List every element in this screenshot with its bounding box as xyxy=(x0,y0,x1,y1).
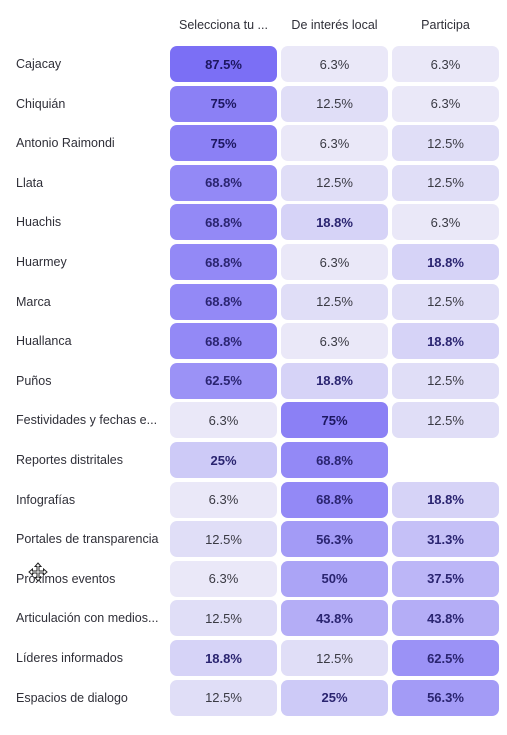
heatmap-cell: 18.8% xyxy=(281,362,388,399)
heatmap-cell: 68.8% xyxy=(170,244,277,280)
heatmap-cell: 68.8% xyxy=(281,442,388,478)
heatmap-cell: 50% xyxy=(281,560,388,597)
heatmap-cell: 6.3% xyxy=(170,560,277,597)
heatmap-cell: 12.5% xyxy=(392,362,499,399)
heatmap-cell: 18.8% xyxy=(170,640,277,676)
heatmap-cell: 6.3% xyxy=(281,323,388,360)
heatmap-cell: 12.5% xyxy=(281,164,388,201)
heatmap-cell: 68.8% xyxy=(170,204,277,241)
column-header: Selecciona tu ... xyxy=(179,18,268,32)
heatmap-cell: 12.5% xyxy=(392,402,499,439)
heatmap-cell: 62.5% xyxy=(170,362,277,399)
heatmap-cell: 6.3% xyxy=(281,125,388,162)
heatmap-cell: 12.5% xyxy=(170,600,277,637)
heatmap-cell: 68.8% xyxy=(170,164,277,201)
row-label: Líderes informados xyxy=(16,651,124,665)
heatmap-cell: 12.5% xyxy=(170,679,277,716)
heatmap-cell: 18.8% xyxy=(281,204,388,241)
heatmap-cell: 18.8% xyxy=(392,323,499,360)
row-label: Huachis xyxy=(16,215,62,230)
heatmap-cell: 56.3% xyxy=(281,521,388,558)
heatmap-cell: 6.3% xyxy=(170,402,277,439)
heatmap-cell: 56.3% xyxy=(392,679,499,716)
row-label: Articulación con medios... xyxy=(16,611,159,626)
heatmap-cell: 12.5% xyxy=(392,164,499,201)
heatmap-cell: 6.3% xyxy=(392,85,499,122)
row-label: Cajacay xyxy=(16,57,62,71)
heatmap-cell xyxy=(392,442,499,478)
row-label: Infografías xyxy=(16,492,76,507)
row-label: Huarmey xyxy=(16,255,67,269)
heatmap-cell: 12.5% xyxy=(392,283,499,320)
heatmap-cell: 37.5% xyxy=(392,560,499,597)
move-cursor-icon xyxy=(28,562,48,582)
heatmap-cell: 6.3% xyxy=(281,244,388,280)
row-label: Chiquián xyxy=(16,96,66,111)
column-header: De interés local xyxy=(291,18,378,32)
heatmap-cell: 6.3% xyxy=(392,204,499,241)
heatmap-cell: 68.8% xyxy=(170,323,277,360)
row-label: Festividades y fechas e... xyxy=(16,413,158,428)
row-label: Huallanca xyxy=(16,334,72,349)
heatmap-cell: 25% xyxy=(281,679,388,716)
heatmap-cell: 75% xyxy=(170,125,277,162)
heatmap-cell: 18.8% xyxy=(392,244,499,280)
heatmap-cell: 68.8% xyxy=(281,481,388,518)
row-label: Antonio Raimondi xyxy=(16,136,115,151)
heatmap-cell: 12.5% xyxy=(281,640,388,676)
heatmap-cell: 75% xyxy=(170,85,277,122)
heatmap-cell: 6.3% xyxy=(392,46,499,82)
heatmap-cell: 12.5% xyxy=(281,85,388,122)
row-label: Llata xyxy=(16,175,44,190)
row-label: Espacios de dialogo xyxy=(16,690,128,705)
heatmap-cell: 12.5% xyxy=(170,521,277,558)
heatmap-cell: 87.5% xyxy=(170,46,277,82)
heatmap-cell: 62.5% xyxy=(392,640,499,676)
heatmap-cell: 43.8% xyxy=(281,600,388,637)
heatmap-cell: 68.8% xyxy=(170,283,277,320)
heatmap-cell: 12.5% xyxy=(392,125,499,162)
heatmap-cell: 31.3% xyxy=(392,521,499,558)
heatmap-cell: 43.8% xyxy=(392,600,499,637)
heatmap-cell: 12.5% xyxy=(281,283,388,320)
row-label: Reportes distritales xyxy=(16,453,123,467)
row-label: Marca xyxy=(16,294,51,309)
column-header: Participa xyxy=(421,18,470,32)
heatmap-cell: 18.8% xyxy=(392,481,499,518)
row-label: Puños xyxy=(16,373,52,388)
row-label: Portales de transparencia xyxy=(16,532,159,547)
heatmap-cell: 75% xyxy=(281,402,388,439)
heatmap-cell: 25% xyxy=(170,442,277,478)
heatmap-cell: 6.3% xyxy=(281,46,388,82)
heatmap-cell: 6.3% xyxy=(170,481,277,518)
